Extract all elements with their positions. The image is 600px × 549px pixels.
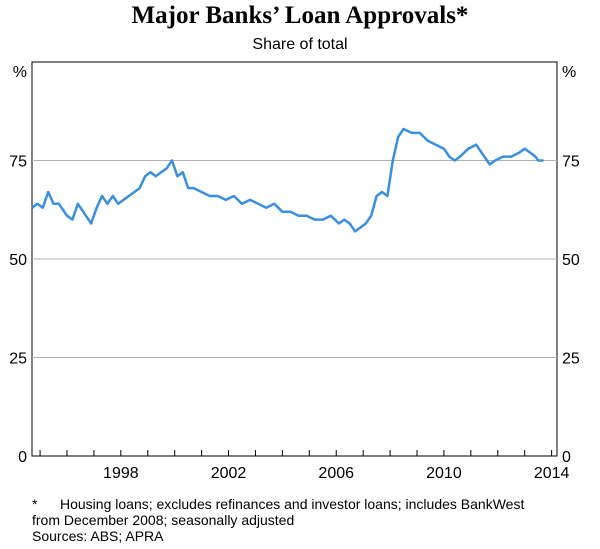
y-tick-label-right: 75 <box>562 154 580 171</box>
sources-note: Sources: ABS; APRA <box>32 528 164 544</box>
x-tick-label: 2014 <box>534 465 570 482</box>
x-tick-label: 1998 <box>103 465 139 482</box>
x-tick-label: 2002 <box>211 465 247 482</box>
y-tick-label-right: 25 <box>562 351 580 368</box>
footnote-mark: * <box>32 496 38 512</box>
footnote-line-2: from December 2008; seasonally adjusted <box>32 512 295 528</box>
y-unit-left: % <box>13 64 27 81</box>
y-tick-label-left: 75 <box>9 154 27 171</box>
y-tick-label-right: 0 <box>562 449 571 466</box>
y-unit-right: % <box>562 64 576 81</box>
y-tick-label-left: 0 <box>18 449 27 466</box>
y-tick-label-left: 50 <box>9 252 27 269</box>
y-tick-label-left: 25 <box>9 351 27 368</box>
y-tick-label-right: 50 <box>562 252 580 269</box>
chart-title: Major Banks’ Loan Approvals* <box>131 2 469 29</box>
chart-subtitle: Share of total <box>252 36 348 53</box>
x-tick-label: 2006 <box>318 465 354 482</box>
footnote-line-1: Housing loans; excludes refinances and i… <box>60 496 525 512</box>
series-line <box>31 127 544 233</box>
x-tick-label: 2010 <box>426 465 462 482</box>
